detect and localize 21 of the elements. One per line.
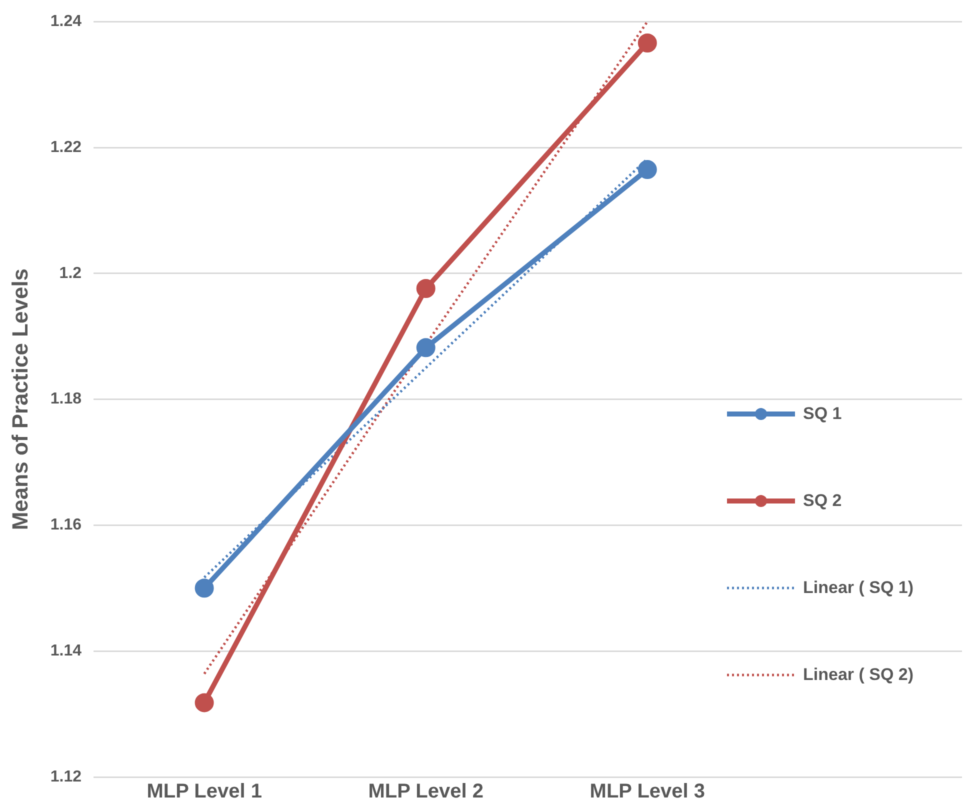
point xyxy=(638,160,657,180)
y-tick-label: 1.22 xyxy=(50,138,82,156)
y-tick-label: 1.14 xyxy=(50,642,82,660)
legend-label: SQ 2 xyxy=(803,490,842,510)
y-tick-label: 1.16 xyxy=(50,516,82,534)
legend-label: Linear ( SQ 1) xyxy=(803,578,914,598)
legend-label: SQ 1 xyxy=(803,404,842,424)
y-tick-label: 1.2 xyxy=(59,264,82,282)
point xyxy=(194,693,214,712)
y-tick-label: 1.24 xyxy=(50,13,82,30)
point xyxy=(416,338,436,358)
point xyxy=(638,34,657,53)
y-tick-label: 1.18 xyxy=(50,390,82,408)
y-axis-title: Means of Practice Levels xyxy=(7,268,32,530)
legend-label: Linear ( SQ 2) xyxy=(803,664,914,684)
y-tick-label: 1.12 xyxy=(50,768,82,786)
x-tick-label: MLP Level 3 xyxy=(590,780,706,803)
x-tick-label: MLP Level 1 xyxy=(146,780,262,803)
x-tick-label: MLP Level 2 xyxy=(368,780,484,803)
point xyxy=(416,279,436,298)
point xyxy=(194,578,214,598)
